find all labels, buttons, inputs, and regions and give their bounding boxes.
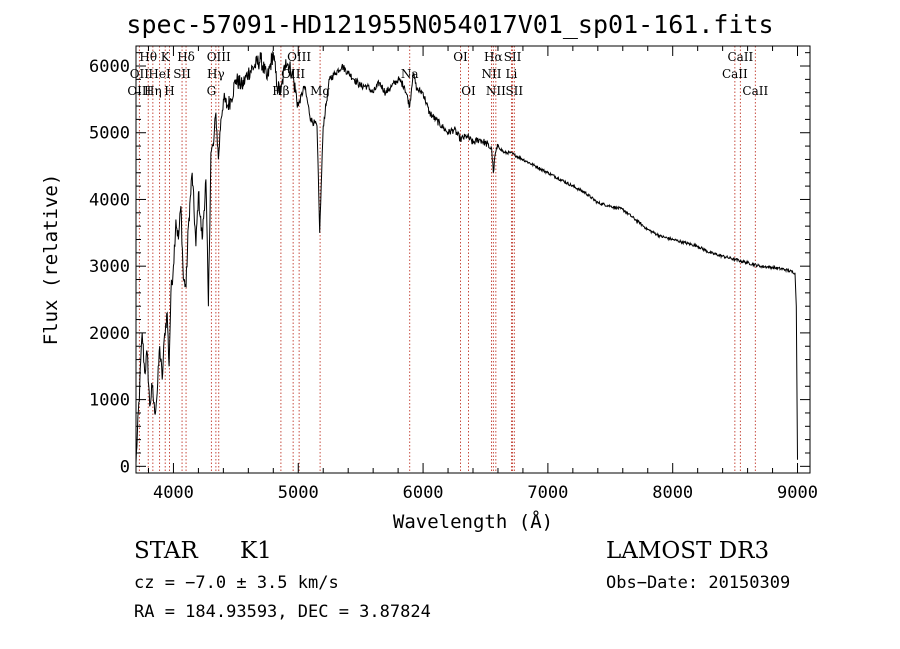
y-tick-label: 5000: [89, 124, 130, 144]
spectral-line-label: OIII: [287, 50, 311, 64]
spectral-line-label: HeI: [148, 67, 171, 81]
spectral-line-label: OII: [130, 67, 150, 81]
spectral-line-label: Mg: [310, 84, 330, 98]
spectral-line-label: K: [161, 50, 171, 64]
x-tick-label: 9000: [777, 483, 818, 503]
spectral-line-label: G: [207, 84, 217, 98]
spectral-line-label: NII: [481, 67, 501, 81]
spectral-line-label: SII: [505, 84, 523, 98]
spectral-line-label: Na: [401, 67, 419, 81]
spectral-line-markers: [138, 46, 756, 473]
y-tick-label: 6000: [89, 57, 130, 77]
spectral-line-label: NII: [486, 84, 506, 98]
spectral-line-label: H: [164, 84, 174, 98]
chart-title: spec-57091-HD121955N054017V01_sp01-161.f…: [126, 10, 774, 39]
y-tick-label: 1000: [89, 391, 130, 411]
y-tick-label: 3000: [89, 257, 130, 277]
spectral-line-label: Hδ: [177, 50, 195, 64]
spectral-line-label: OIII: [127, 84, 151, 98]
y-axis-label: Flux (relative): [40, 174, 62, 346]
x-tick-label: 5000: [278, 483, 319, 503]
spectral-line-label: Hγ: [207, 67, 225, 81]
spectral-line-label: Hθ: [139, 50, 157, 64]
y-tick-label: 0: [120, 457, 130, 477]
object-class: STAR: [134, 538, 198, 564]
spectral-line-label: Hη: [144, 84, 162, 98]
y-tick-label: 4000: [89, 190, 130, 210]
spectral-line-label: SII: [173, 67, 191, 81]
coordinates: RA = 184.93593, DEC = 3.87824: [134, 602, 431, 622]
y-tick-label: 2000: [89, 324, 130, 344]
spectral-line-label: Hβ: [272, 84, 289, 98]
x-tick-label: 7000: [527, 483, 568, 503]
spectral-line-label: CaII: [722, 67, 748, 81]
redshift-info: cz = −7.0 ± 3.5 km/s: [134, 573, 339, 593]
spectral-line-label: CaII: [727, 50, 753, 64]
spectral-line-label: OI: [461, 84, 476, 98]
survey-name: LAMOST DR3: [606, 538, 770, 564]
spectrum-line: [135, 50, 798, 464]
x-tick-label: 8000: [652, 483, 693, 503]
x-tick-label: 6000: [403, 483, 444, 503]
spectral-line-label: Li: [506, 67, 518, 81]
plot-frame: [135, 45, 811, 474]
spectral-line-label: SII: [504, 50, 522, 64]
x-tick-label: 4000: [153, 483, 194, 503]
observation-date: Obs−Date: 20150309: [606, 573, 791, 593]
spectral-line-label: Hα: [484, 50, 503, 64]
axes: 4000 5000 6000 7000 8000 9000 0 1000 2000 3000 400…: [40, 46, 818, 533]
object-subclass: K1: [240, 538, 272, 564]
spectral-line-label: OIII: [281, 67, 305, 81]
spectral-line-label: OIII: [207, 50, 231, 64]
spectral-line-label: OI: [453, 50, 468, 64]
x-axis-label: Wavelength (Å): [393, 510, 553, 533]
spectrum-series: [135, 50, 798, 464]
spectral-line-label: CaII: [742, 84, 768, 98]
